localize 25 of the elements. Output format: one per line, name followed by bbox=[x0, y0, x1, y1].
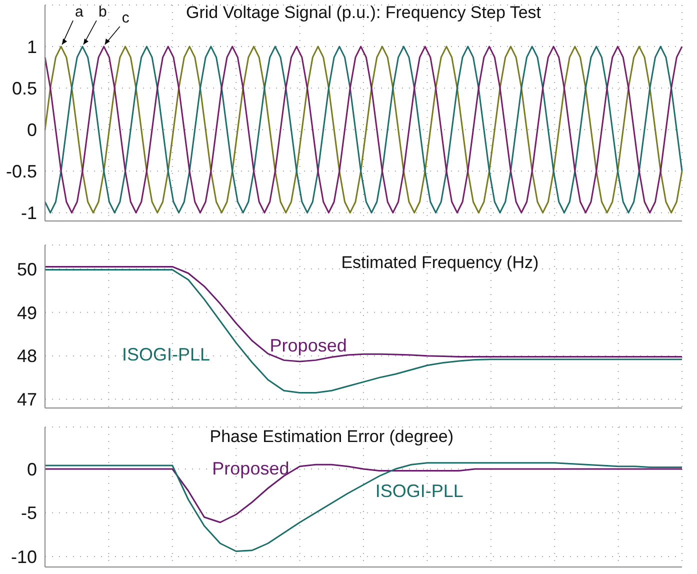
line-series bbox=[44, 462, 683, 552]
chart-title: Grid Voltage Signal (p.u.): Frequency Step Test bbox=[186, 3, 542, 22]
y-tick-label: -1 bbox=[20, 203, 37, 224]
series-label: c bbox=[122, 10, 130, 27]
y-tick-label: 0 bbox=[26, 459, 37, 480]
y-tick-label: 0.5 bbox=[12, 78, 37, 98]
line-series bbox=[44, 46, 683, 214]
line-series bbox=[44, 464, 683, 524]
y-tick-label: 1 bbox=[26, 36, 37, 57]
y-tick-label: 0 bbox=[26, 120, 37, 140]
y-tick-label: 47 bbox=[16, 390, 37, 410]
text: Estimated Frequency (Hz) bbox=[341, 253, 539, 272]
series-label: ISOGI-PLL bbox=[375, 481, 464, 501]
y-tick-label: 49 bbox=[16, 302, 37, 323]
text: b bbox=[98, 4, 107, 21]
y-tick-label: 48 bbox=[16, 346, 37, 366]
series-label: Proposed bbox=[270, 335, 347, 356]
y-tick-label: -10 bbox=[10, 546, 37, 567]
series-label: Proposed bbox=[212, 458, 290, 478]
y-tick-label: -5 bbox=[20, 503, 37, 524]
chart-title: Phase Estimation Error (degree) bbox=[210, 427, 454, 446]
y-tick-label: -0.5 bbox=[6, 162, 37, 182]
y-tick-label: 50 bbox=[16, 259, 37, 280]
series-label: a bbox=[75, 4, 84, 21]
series-label: ISOGI-PLL bbox=[122, 344, 210, 364]
